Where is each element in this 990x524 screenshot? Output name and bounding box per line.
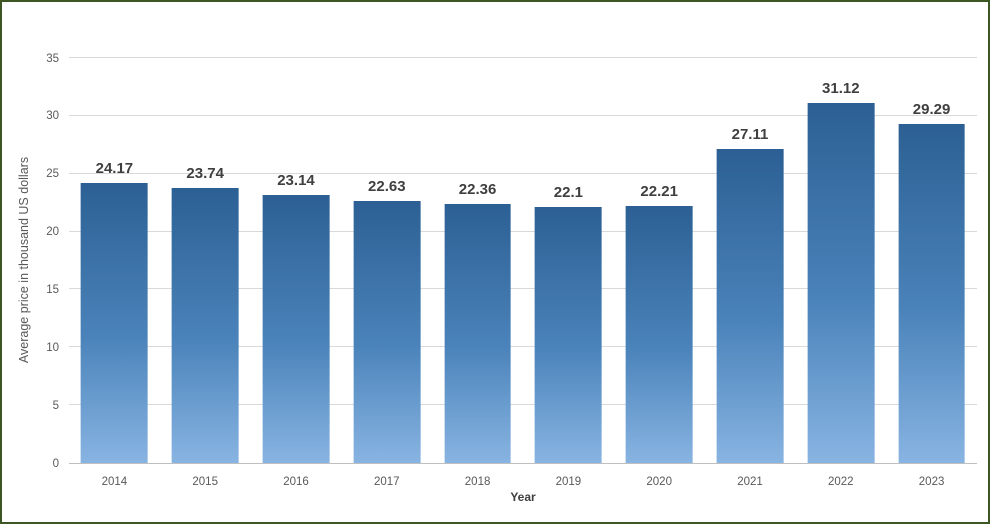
bar-value-label-2021: 27.11 — [731, 126, 769, 144]
bar-slot-2020: 22.21 2020 — [614, 58, 705, 488]
gridline-15 — [69, 288, 977, 290]
bar-value-label-2015: 23.74 — [186, 165, 224, 183]
bar-2020 — [625, 206, 693, 463]
bar-2023 — [898, 124, 965, 463]
x-tick-label-2023: 2023 — [918, 476, 945, 488]
x-tick-label-2015: 2015 — [192, 476, 218, 488]
bar-2015 — [171, 188, 239, 463]
bar-slot-2017: 22.63 2017 — [341, 58, 432, 488]
gridline-20 — [69, 230, 977, 232]
x-tick-label-2020: 2020 — [646, 476, 672, 488]
x-tick-label-2019: 2019 — [555, 476, 582, 488]
bar-value-label-2019: 22.1 — [553, 184, 583, 202]
bar-2019 — [535, 207, 602, 463]
y-tick-label-0: 0 — [52, 457, 59, 470]
y-tick-label-5: 5 — [52, 399, 59, 412]
bar-value-label-2016: 23.14 — [277, 172, 315, 190]
bar-2022 — [807, 102, 875, 463]
bar-value-label-2014: 24.17 — [95, 160, 134, 178]
gridline-30 — [69, 114, 977, 116]
x-tick-label-2022: 2022 — [827, 476, 854, 488]
y-tick-label-20: 20 — [46, 226, 59, 239]
bar-value-label-2017: 22.63 — [368, 178, 406, 196]
bar-value-label-2023: 29.29 — [912, 101, 951, 119]
bar-slot-2019: 22.1 2019 — [523, 58, 614, 488]
bar-2021 — [716, 149, 784, 463]
y-tick-label-25: 25 — [46, 168, 59, 181]
bar-value-label-2020: 22.21 — [640, 183, 678, 200]
gridline-25 — [69, 172, 977, 174]
x-axis-title: Year — [510, 490, 536, 504]
bar-2017 — [353, 201, 421, 463]
y-tick-label-15: 15 — [46, 283, 59, 296]
y-axis-title: Average price in thousand US dollars — [17, 156, 31, 364]
gridline-5 — [69, 404, 977, 406]
bar-slot-2014: 24.17 2014 — [69, 58, 160, 488]
bar-slot-2016: 23.14 2016 — [251, 58, 342, 488]
bar-value-label-2018: 22.36 — [458, 181, 497, 199]
y-tick-label-35: 35 — [46, 52, 59, 65]
bar-slot-2023: 29.29 2023 — [886, 58, 977, 488]
plot-area: 0 5 10 15 20 25 30 35 24.17 2014 23.74 2015 23.14 20… — [46, 53, 977, 488]
x-tick-label-2018: 2018 — [464, 476, 491, 488]
bar-slot-2015: 23.74 2015 — [160, 58, 251, 488]
gridline-10 — [69, 346, 977, 348]
bar-2016 — [262, 195, 330, 463]
bar-slot-2022: 31.12 2022 — [795, 58, 886, 488]
y-tick-label-30: 30 — [46, 110, 59, 123]
x-tick-label-2016: 2016 — [283, 476, 309, 488]
bar-value-label-2022: 31.12 — [822, 79, 860, 97]
bar-2014 — [81, 183, 148, 463]
bar-2018 — [444, 204, 511, 463]
x-axis-line — [69, 463, 977, 464]
x-tick-label-2021: 2021 — [737, 476, 763, 488]
x-tick-label-2017: 2017 — [373, 476, 400, 488]
y-tick-label-10: 10 — [46, 341, 59, 354]
bar-slot-2021: 27.11 2021 — [705, 58, 796, 488]
bar-slot-2018: 22.36 2018 — [432, 58, 523, 488]
x-tick-label-2014: 2014 — [101, 476, 128, 488]
gridline-35 — [69, 57, 977, 58]
